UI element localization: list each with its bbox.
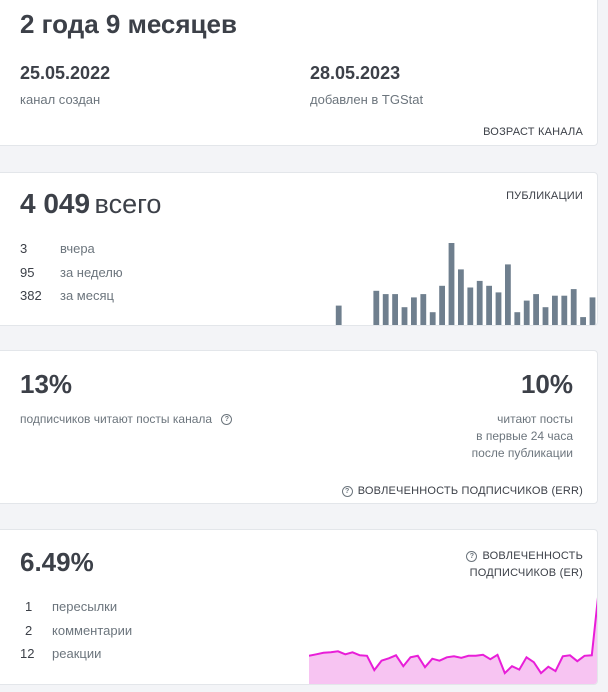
posts-stat-value: 3	[20, 241, 28, 256]
posts-stat-row: 95 за неделю	[20, 265, 123, 280]
read-24h-label: читают посты в первые 24 часа после публ…	[471, 412, 573, 460]
posts-bar	[458, 269, 464, 325]
posts-bar	[561, 295, 568, 325]
read-percent-label: подписчиков читают посты канала ?	[20, 412, 233, 426]
created-date: 25.05.2022	[20, 63, 111, 83]
posts-bar-chart	[317, 243, 596, 326]
posts-stat-row: 3 вчера	[20, 241, 95, 256]
posts-bar	[476, 280, 483, 325]
er-card: 6.49% ? ВОВЛЕЧЕННОСТЬ ПОДПИСЧИКОВ (ER) 1 п…	[0, 529, 598, 685]
posts-bar	[542, 307, 549, 325]
posts-bar	[552, 295, 558, 325]
er-percent: 6.49%	[20, 547, 94, 577]
posts-bar	[580, 317, 586, 325]
er-stat-label: реакции	[52, 646, 102, 661]
posts-bar	[429, 312, 436, 325]
help-icon[interactable]: ?	[466, 550, 478, 562]
er-area-fill	[309, 606, 597, 684]
posts-bar	[326, 325, 332, 326]
card-title: ПУБЛИКАЦИИ	[506, 190, 583, 202]
posts-stat-value: 95	[20, 265, 35, 280]
er-stat-row: 2 комментарии	[25, 623, 132, 638]
card-title: ВОЗРАСТ КАНАЛА	[483, 126, 583, 138]
posts-bar	[411, 297, 417, 325]
added-date: 28.05.2023	[310, 63, 401, 83]
posts-stat-row: 382 за месяц	[20, 288, 114, 303]
posts-bar	[401, 307, 408, 325]
total-posts-number: 4 049	[20, 188, 91, 219]
posts-bar	[514, 312, 521, 325]
er-stat-row: 1 пересылки	[25, 599, 117, 614]
posts-bar	[373, 290, 380, 325]
posts-stat-label: за месяц	[60, 288, 114, 303]
posts-bar	[420, 294, 427, 325]
read-percent: 13%	[20, 369, 73, 399]
er-stat-row: 12 реакции	[20, 646, 101, 661]
posts-bar	[486, 285, 492, 325]
er-stat-value: 2	[25, 623, 33, 638]
created-label: канал создан	[20, 92, 101, 107]
card-title: ? ВОВЛЕЧЕННОСТЬ ПОДПИСЧИКОВ (ERR)	[341, 485, 583, 497]
er-stat-label: пересылки	[52, 599, 118, 614]
er-stat-value: 12	[20, 646, 35, 661]
posts-stat-label: за неделю	[60, 265, 123, 280]
posts-bar	[589, 297, 596, 325]
er-stat-value: 1	[25, 599, 33, 614]
posts-bar	[505, 264, 511, 325]
posts-bar	[345, 325, 351, 326]
posts-bar	[523, 300, 530, 325]
posts-bar	[317, 325, 323, 326]
er-series-line	[309, 597, 597, 675]
posts-stat-label: вчера	[60, 241, 95, 256]
posts-stat-value: 382	[20, 288, 42, 303]
posts-bar	[439, 285, 445, 325]
publications-card: 4 049 всего ПУБЛИКАЦИИ 3 вчера 95 за недел…	[0, 172, 598, 326]
read-24h-percent: 10%	[520, 369, 573, 399]
added-label: добавлен в TGStat	[310, 92, 424, 107]
card-title: ? ВОВЛЕЧЕННОСТЬ ПОДПИСЧИКОВ (ER)	[466, 548, 583, 582]
channel-age-card: 2 года 9 месяцев 25.05.2022 канал создан…	[0, 0, 598, 146]
posts-bar	[335, 305, 342, 325]
er-stat-label: комментарии	[52, 623, 133, 638]
posts-bar	[570, 289, 577, 325]
total-posts: 4 049 всего	[20, 188, 161, 220]
posts-bar	[364, 325, 370, 326]
help-icon[interactable]: ?	[341, 485, 353, 497]
err-card: 13% подписчиков читают посты канала ? 10…	[0, 350, 598, 504]
posts-bar	[467, 287, 474, 325]
posts-bar	[533, 294, 539, 325]
total-posts-word: всего	[94, 189, 162, 219]
channel-age-value: 2 года 9 месяцев	[20, 9, 237, 39]
help-icon[interactable]: ?	[221, 414, 233, 426]
er-area-chart	[309, 597, 597, 684]
posts-bar	[355, 325, 361, 326]
posts-bar	[495, 292, 502, 325]
posts-bar	[392, 294, 398, 325]
posts-bar	[382, 294, 389, 325]
posts-bar	[448, 243, 455, 325]
